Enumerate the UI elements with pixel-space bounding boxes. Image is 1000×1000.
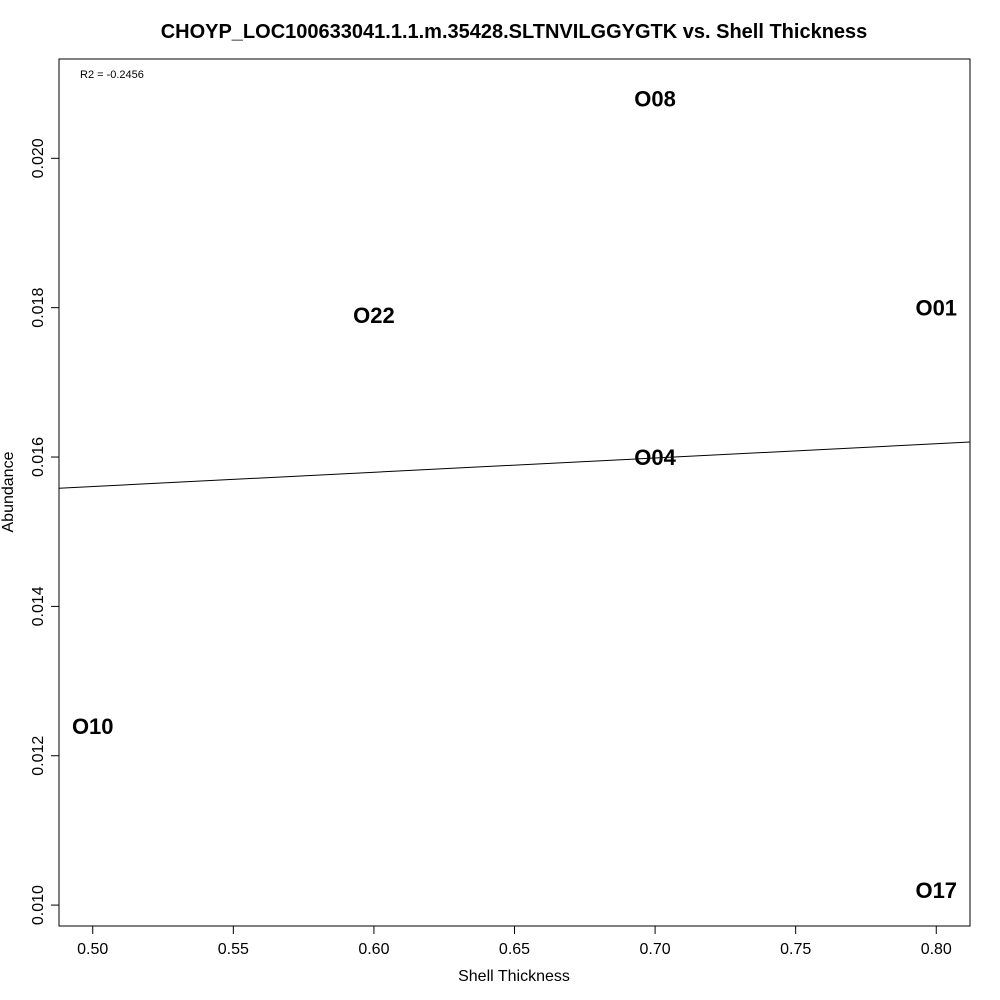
x-axis-label: Shell Thickness [458, 968, 570, 985]
x-tick-label: 0.80 [921, 941, 952, 958]
x-tick-label: 0.75 [780, 941, 811, 958]
y-tick-label: 0.020 [30, 138, 47, 178]
point-label-o17: O17 [915, 878, 957, 903]
point-label-o08: O08 [634, 87, 676, 112]
point-label-o01: O01 [915, 296, 957, 321]
plot-frame [58, 58, 971, 927]
regression-line [58, 441, 971, 489]
point-label-o04: O04 [634, 445, 676, 470]
x-tick-label: 0.70 [640, 941, 671, 958]
r2-annotation: R2 = -0.2456 [80, 69, 144, 81]
y-tick-label: 0.016 [30, 437, 47, 477]
data-points: O08 O22 O01 O04 O10 O17 [72, 87, 957, 904]
y-tick-label: 0.010 [30, 885, 47, 925]
y-tick-label: 0.018 [30, 288, 47, 328]
y-tick-label: 0.014 [30, 586, 47, 626]
point-label-o22: O22 [353, 303, 395, 328]
x-tick-label: 0.55 [218, 941, 249, 958]
chart-title: CHOYP_LOC100633041.1.1.m.35428.SLTNVILGG… [161, 21, 868, 43]
y-tick-label: 0.012 [30, 736, 47, 776]
x-tick-label: 0.65 [499, 941, 530, 958]
point-label-o10: O10 [72, 714, 114, 739]
x-tick-label: 0.60 [358, 941, 389, 958]
x-axis: 0.50 0.55 0.60 0.65 0.70 0.75 0.80 [77, 925, 952, 958]
y-axis-label: Abundance [0, 451, 17, 532]
y-axis: 0.010 0.012 0.014 0.016 0.018 0.020 [30, 138, 60, 925]
x-tick-label: 0.50 [77, 941, 108, 958]
